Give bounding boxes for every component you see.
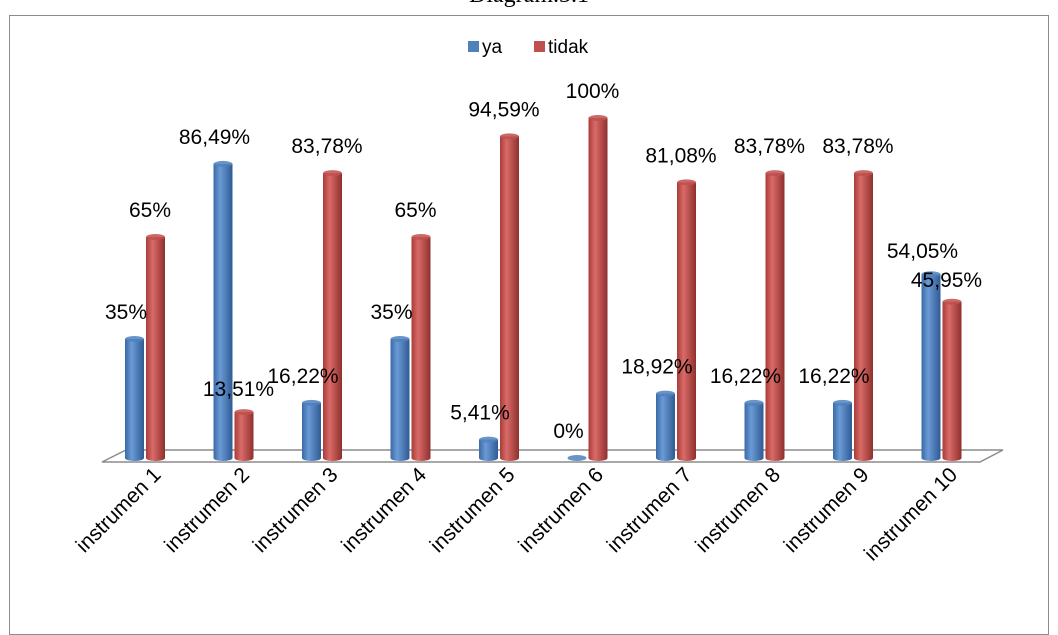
data-label-ya-1: 35% <box>105 301 147 324</box>
data-label-tidak-8: 83,78% <box>734 135 805 158</box>
data-label-ya-10: 54,05% <box>887 240 958 263</box>
x-tick-label-5: instrumen 5 <box>426 463 520 557</box>
bar-ya-9 <box>833 399 852 461</box>
data-label-tidak-9: 83,78% <box>822 135 893 158</box>
x-tick-label-8: instrumen 8 <box>691 463 785 557</box>
data-label-ya-2: 86,49% <box>179 126 250 149</box>
data-label-ya-7: 18,92% <box>621 356 692 379</box>
bar-tidak-2 <box>234 409 254 461</box>
data-label-tidak-7: 81,08% <box>645 144 716 167</box>
data-label-ya-8: 16,22% <box>710 365 781 388</box>
x-tick-label-3: instrumen 3 <box>249 463 343 557</box>
data-label-ya-3: 16,22% <box>267 365 338 388</box>
x-tick-label-6: instrumen 6 <box>514 463 608 557</box>
data-labels: 35%65%86,49%13,51%16,22%83,78%35%65%5,41… <box>105 80 982 443</box>
x-tick-label-1: instrumen 1 <box>72 463 166 557</box>
page-title: Diagram.3.1 <box>0 0 1058 9</box>
legend-label-ya: ya <box>482 37 503 58</box>
bar-ya-8 <box>744 399 764 461</box>
bar-ya-3 <box>302 399 321 461</box>
bar-ya-4 <box>390 336 410 461</box>
data-label-ya-4: 35% <box>370 301 412 324</box>
bar-ya-10 <box>921 271 941 461</box>
bar-chart: ya tidak 35%65%86,49%13,51%16,22%83,78%35… <box>72 37 1004 565</box>
data-label-tidak-4: 65% <box>394 199 436 222</box>
legend-swatch-tidak <box>534 41 545 52</box>
bar-tidak-8 <box>765 170 785 461</box>
x-tick-label-9: instrumen 9 <box>780 463 874 557</box>
bar-ya-7 <box>656 390 675 461</box>
bars <box>125 115 962 461</box>
bar-ya-2 <box>213 160 233 461</box>
bar-tidak-5 <box>500 133 519 461</box>
bar-ya-1 <box>125 336 144 461</box>
bar-tidak-6 <box>588 115 608 461</box>
x-tick-label-10: instrumen 10 <box>860 463 962 565</box>
x-tick-label-2: instrumen 2 <box>160 463 254 557</box>
bar-tidak-9 <box>854 170 873 461</box>
bar-ya-5 <box>479 436 498 461</box>
bar-ya-6 <box>567 455 587 461</box>
x-tick-label-7: instrumen 7 <box>603 463 697 557</box>
x-tick-label-4: instrumen 4 <box>337 463 431 557</box>
data-label-tidak-1: 65% <box>129 199 171 222</box>
legend-label-tidak: tidak <box>548 37 589 58</box>
data-label-tidak-3: 83,78% <box>291 135 362 158</box>
data-label-tidak-5: 94,59% <box>468 98 539 121</box>
bar-tidak-7 <box>677 179 696 461</box>
legend-swatch-ya <box>468 41 479 52</box>
data-label-tidak-6: 100% <box>566 80 620 103</box>
data-label-ya-9: 16,22% <box>798 365 869 388</box>
bar-tidak-10 <box>942 298 962 461</box>
data-label-tidak-10: 45,95% <box>911 269 982 292</box>
data-label-ya-5: 5,41% <box>450 402 510 425</box>
bar-tidak-3 <box>323 170 342 461</box>
legend: ya tidak <box>468 37 589 58</box>
chart-frame <box>9 15 1049 635</box>
data-label-ya-6: 0% <box>553 420 583 443</box>
bar-tidak-1 <box>146 234 165 461</box>
bar-tidak-4 <box>411 234 431 461</box>
data-label-tidak-2: 13,51% <box>203 378 274 401</box>
